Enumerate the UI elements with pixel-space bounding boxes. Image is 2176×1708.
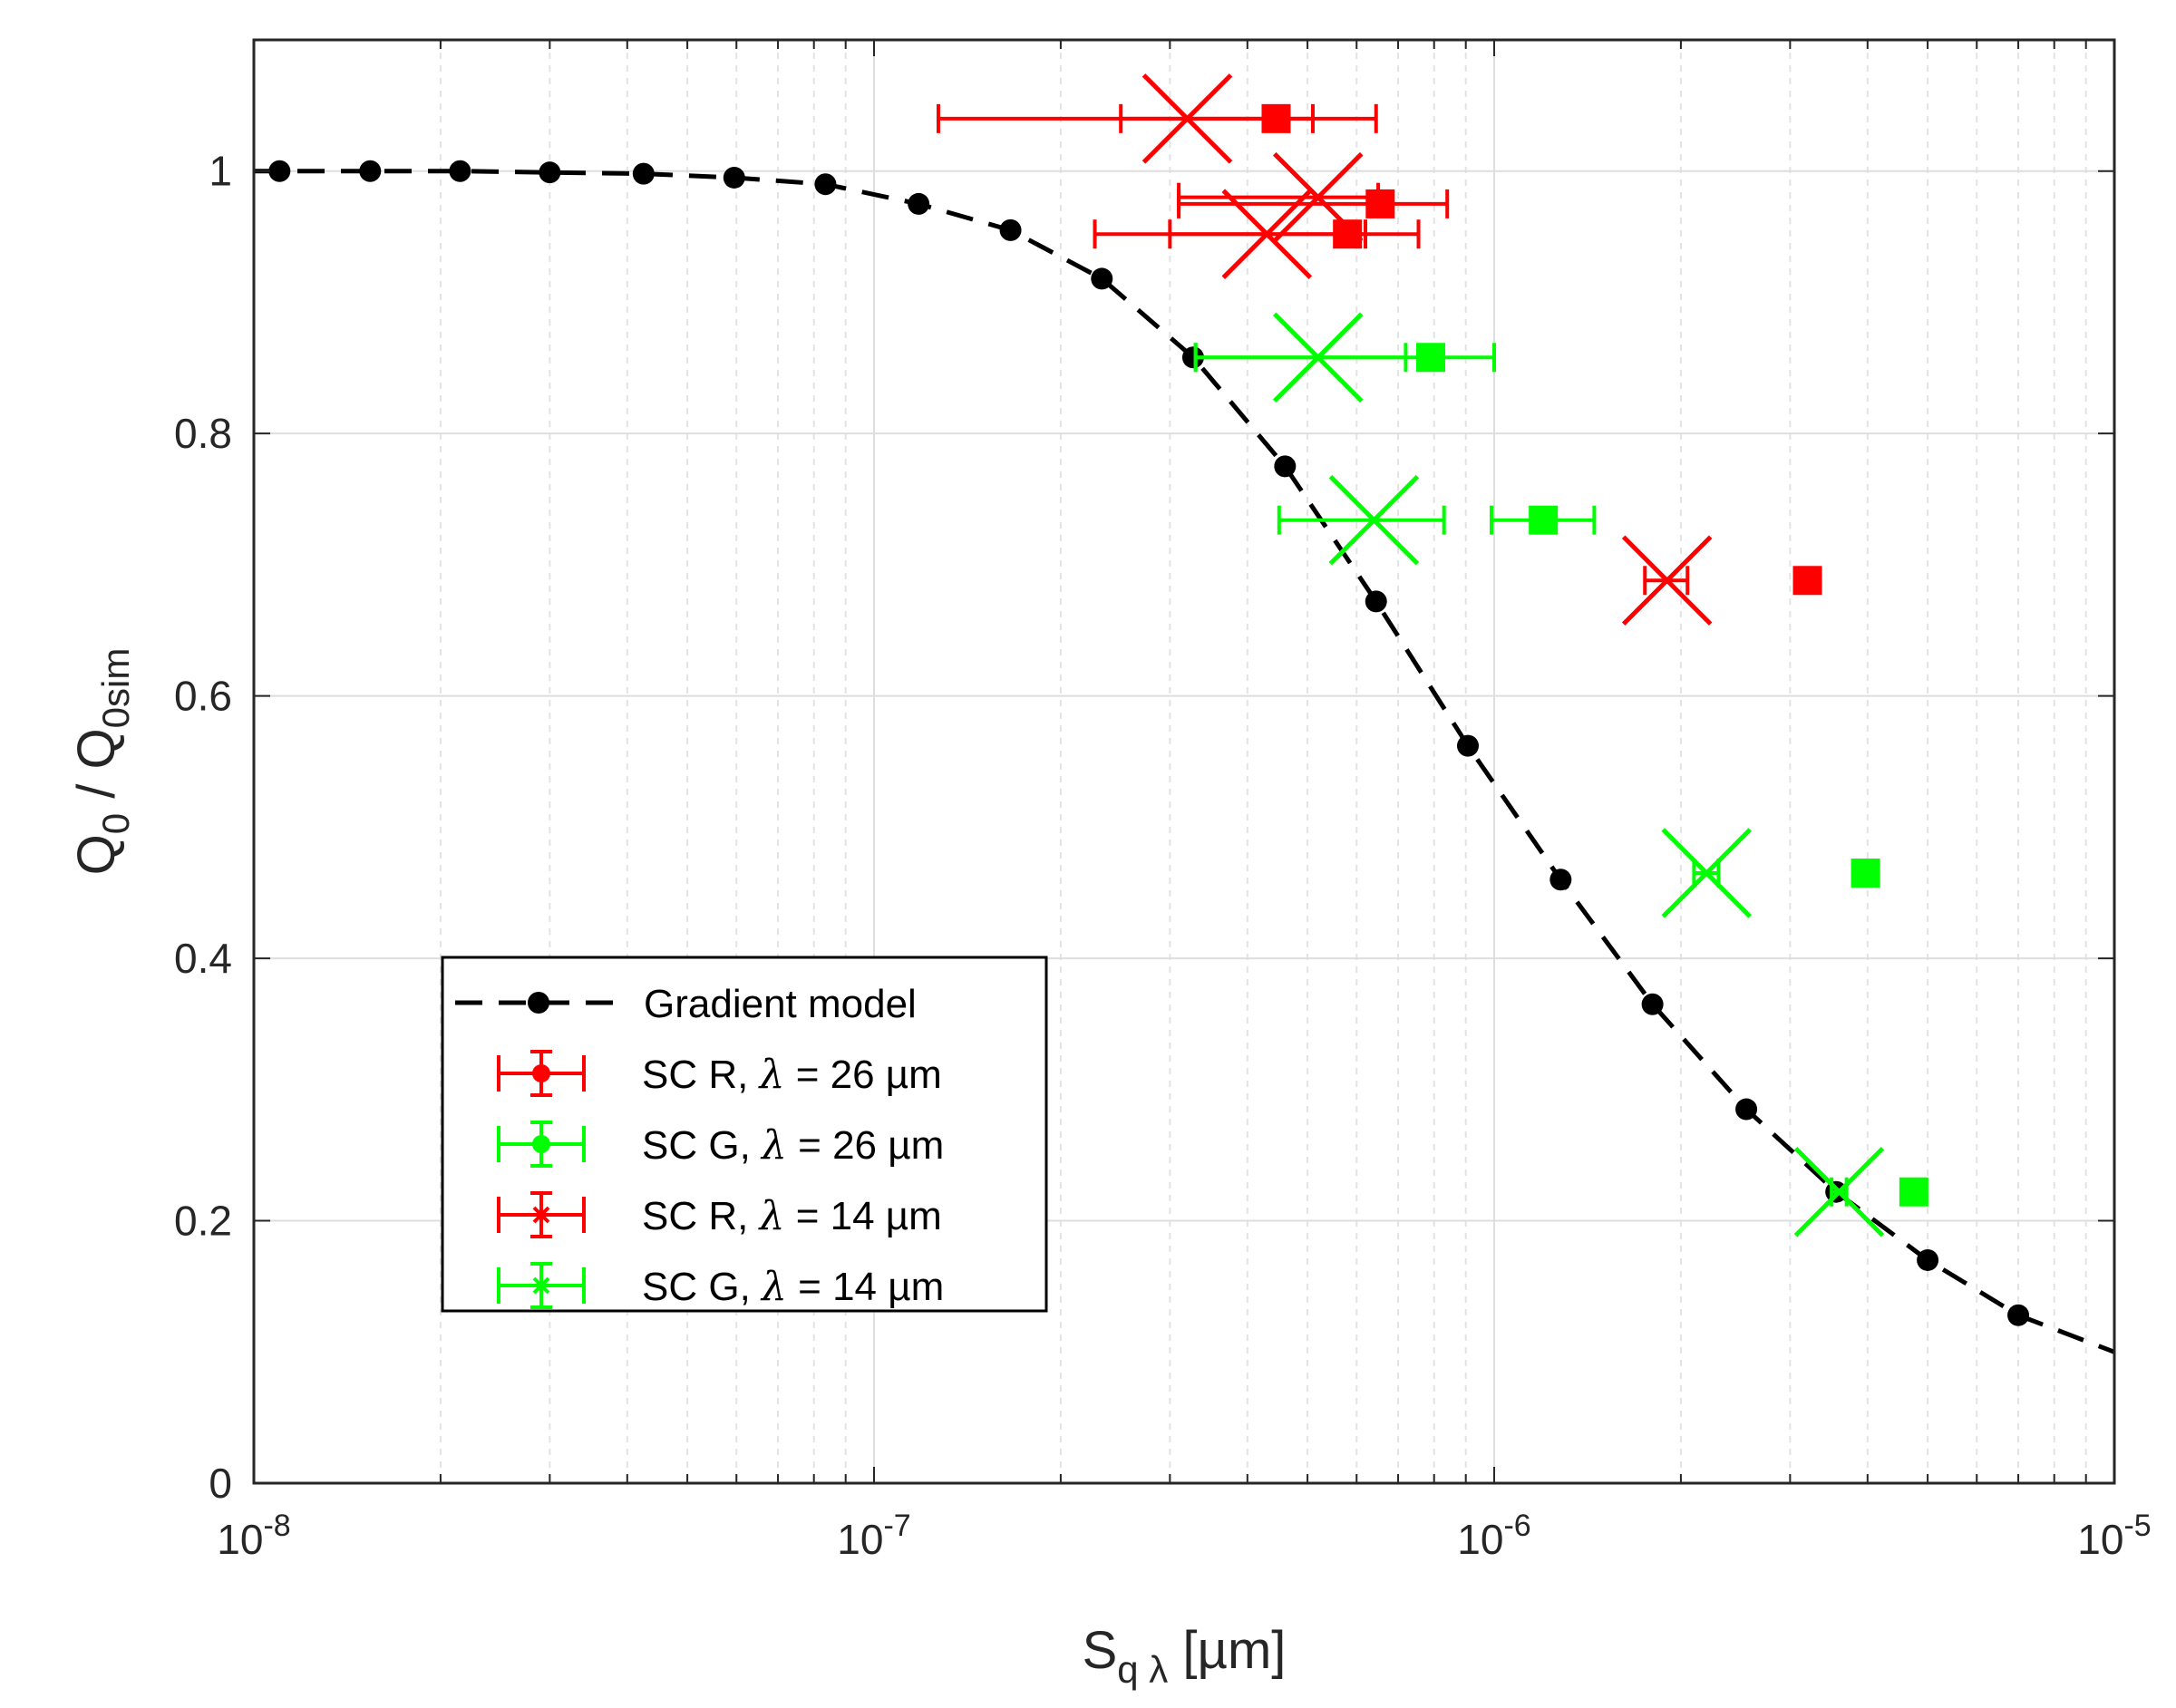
axis-ticks: 0 0.2 0.4 0.6 0.8 1 10-8 10-7 10-6 10-5 — [174, 40, 2152, 1563]
gradient-model-point — [449, 160, 471, 182]
legend-glyph-dot — [532, 1064, 550, 1082]
y-axis-label-sub0: 0 — [94, 813, 137, 834]
sc-g-26-point — [1899, 1177, 1928, 1207]
sc-g-14-point — [1328, 474, 1420, 566]
x-tick-label: 10-5 — [2077, 1509, 2151, 1563]
x-marker-stroke — [1621, 535, 1713, 626]
gradient-model-point — [1181, 346, 1204, 369]
x-marker-stroke — [1328, 474, 1420, 566]
legend-glyph-gradient-dot — [528, 992, 549, 1014]
data-layer — [254, 73, 2115, 1354]
legend-glyph-x — [532, 1206, 550, 1224]
legend-label-sc-r-26: SC R, λ = 26 µm — [642, 1052, 942, 1098]
sc-r-14-point — [1272, 151, 1364, 243]
y-tick-label: 0 — [209, 1460, 232, 1507]
sc-r-14-point — [1621, 535, 1713, 626]
gradient-model-point — [1091, 267, 1113, 290]
sc-r-26-point — [1792, 566, 1822, 596]
y-axis-label-q: Q — [67, 834, 126, 875]
x-axis-label-main: S — [1083, 1621, 1118, 1680]
sc-g-26-point — [1851, 859, 1880, 888]
x-marker-stroke — [1221, 189, 1313, 279]
legend-label-gradient-model: Gradient model — [644, 982, 917, 1026]
y-tick-label: 0.6 — [174, 673, 232, 720]
y-axis-label: Q0 / Q0sim — [67, 648, 137, 876]
x-marker-stroke — [1661, 828, 1752, 918]
gradient-model-point — [539, 161, 561, 184]
plot-frame — [252, 38, 2116, 1485]
gradient-model-point — [814, 173, 837, 196]
gradient-model-point — [1641, 993, 1664, 1015]
legend-glyph-dot — [532, 1135, 550, 1153]
gradient-model-point — [632, 162, 655, 185]
y-tick-label: 0.2 — [174, 1198, 232, 1245]
x-marker-stroke — [1272, 151, 1364, 243]
gradient-model-point — [908, 192, 930, 215]
y-tick-label: 1 — [209, 148, 232, 195]
x-marker-stroke — [1141, 73, 1233, 164]
gradient-model-point — [359, 160, 382, 182]
x-axis-label: Sq λ [µm] — [1083, 1621, 1287, 1691]
gradient-model-point — [999, 218, 1022, 241]
legend-label-sc-g-26: SC G, λ = 26 µm — [642, 1122, 944, 1169]
x-tick-label: 10-7 — [837, 1509, 910, 1563]
sc-g-14-point — [1272, 312, 1364, 403]
sc-r-26-point — [1365, 189, 1395, 218]
x-tick-label: 10-6 — [1457, 1509, 1530, 1563]
gradient-model-point — [1274, 455, 1297, 478]
sc-g-14-point — [1793, 1146, 1885, 1237]
sc-g-26-point — [1415, 343, 1445, 373]
legend-label-sc-g-14: SC G, λ = 14 µm — [642, 1264, 944, 1310]
x-marker-stroke — [1272, 312, 1364, 403]
sc-g-26-point — [1529, 505, 1559, 535]
x-marker-stroke — [1793, 1146, 1885, 1237]
gradient-model-point — [2007, 1304, 2030, 1326]
sc-r-14-point — [1221, 189, 1313, 279]
legend-glyph-errorbar-2 — [497, 1121, 586, 1168]
gradient-model-point — [723, 166, 745, 189]
legend-glyph-errorbar-4 — [497, 1262, 586, 1309]
legend-glyph-errorbar-1 — [497, 1050, 586, 1097]
y-tick-label: 0.8 — [174, 410, 232, 457]
legend-glyphs — [455, 992, 622, 1309]
sc-r-14-point — [1141, 73, 1233, 164]
gradient-model-line — [254, 169, 2115, 1354]
gradient-model-point — [1735, 1098, 1758, 1121]
sc-g-14-error-bar — [1193, 343, 1408, 373]
sc-g-14-point — [1661, 828, 1752, 918]
gradient-model-point — [1365, 590, 1387, 613]
gradient-model-point — [1917, 1248, 1939, 1271]
x-axis-label-unit: [µm] — [1168, 1621, 1286, 1680]
sc-r-14-error-bar — [1119, 103, 1315, 133]
legend-glyph-errorbar-3 — [497, 1191, 586, 1238]
legend-label-sc-r-14: SC R, λ = 14 µm — [642, 1193, 942, 1239]
legend-glyph-x — [532, 1276, 550, 1295]
sc-r-14-error-bar — [1177, 182, 1381, 212]
grid — [254, 40, 2114, 1483]
y-axis-label-sep: / Q — [67, 728, 126, 812]
sc-g-14-error-bar — [1277, 505, 1446, 535]
gradient-model-point — [1549, 869, 1572, 891]
y-axis-label-sub1: 0sim — [94, 648, 137, 729]
legend: Gradient model SC R, λ = 26 µm SC G, λ =… — [441, 956, 1048, 1313]
x-tick-label: 10-8 — [217, 1509, 290, 1563]
x-axis-label-subscript: q λ — [1117, 1648, 1168, 1691]
gradient-model-point — [268, 160, 291, 182]
gradient-model-point — [1457, 734, 1480, 757]
y-tick-label: 0.4 — [174, 935, 232, 982]
